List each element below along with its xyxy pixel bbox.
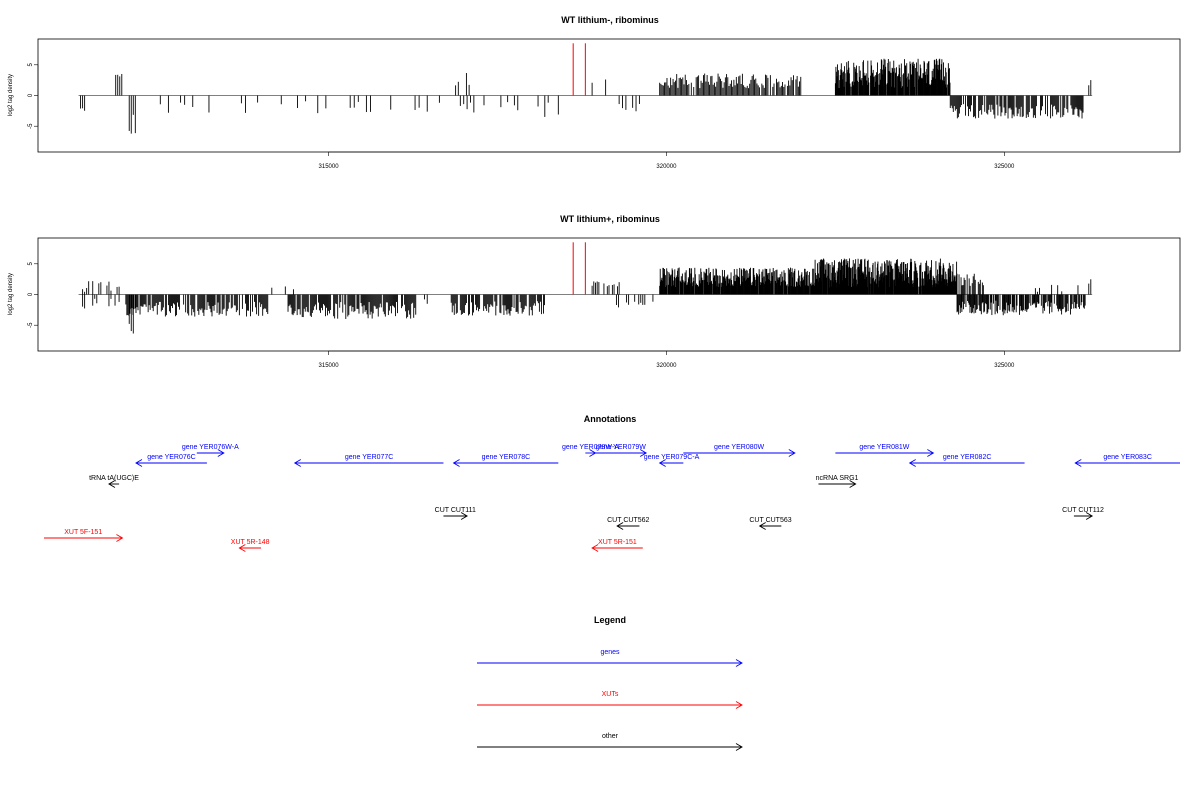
- y-tick-label: -5: [28, 322, 34, 328]
- legend-items: genes XUTs other: [477, 649, 743, 751]
- y-axis-label: log2 tag density: [8, 74, 14, 116]
- annotation-label: CUT CUT111: [435, 507, 476, 514]
- annotation-label: gene YER083C: [1103, 454, 1152, 461]
- annotation-arrow: [44, 534, 124, 542]
- annotation-arrow: [1073, 512, 1094, 520]
- annotation-label: gene YER076C: [147, 454, 196, 461]
- annotation-arrow: [452, 459, 559, 467]
- annotation-arrow: [108, 480, 120, 488]
- annotations-title: Annotations: [584, 414, 637, 424]
- annotation-label: gene YER077C: [345, 454, 394, 461]
- legend-label: genes: [600, 649, 620, 656]
- legend-label: other: [602, 733, 619, 740]
- bars-layer: [78, 242, 1093, 334]
- annotation-label: XUT 5R-148: [231, 539, 270, 546]
- x-tick-label: 325000: [994, 363, 1015, 369]
- annotation-label: CUT CUT563: [749, 517, 791, 524]
- annotation-label: gene YER078W-A: [562, 444, 619, 451]
- legend: Legend genes XUTs other: [477, 615, 743, 751]
- legend-title: Legend: [594, 615, 626, 625]
- annotation-arrow: [616, 522, 640, 530]
- annotation-arrow: [595, 449, 648, 457]
- legend-arrow: [477, 659, 743, 667]
- annotation-label: XUT 5F-151: [64, 529, 102, 536]
- legend-item-other: other: [477, 733, 743, 751]
- x-tick-label: 320000: [656, 363, 677, 369]
- axes-layer: -5 0 5 315000 320000 325000: [28, 62, 1015, 170]
- annotation-label: CUT CUT112: [1062, 507, 1104, 514]
- y-tick-label: 5: [28, 261, 34, 265]
- panel-title: WT lithium+, ribominus: [560, 214, 660, 224]
- x-tick-label: 315000: [319, 164, 340, 170]
- annotation-arrow: [238, 544, 261, 552]
- bars-layer: [78, 43, 1093, 134]
- x-tick-label: 320000: [656, 164, 677, 170]
- y-tick-label: 0: [28, 93, 34, 97]
- annotation-label: gene YER079W: [596, 444, 646, 451]
- annotation-label: gene YER082C: [943, 454, 992, 461]
- y-tick-label: 5: [28, 62, 34, 66]
- annotation-arrow: [908, 459, 1025, 467]
- track-panel-lithium-minus: WT lithium-, ribominus log2 tag density …: [8, 15, 1181, 170]
- annotation-label: gene YER076W-A: [182, 444, 239, 451]
- annotations-panel: Annotations gene YER076W-A gene YER076C tR…: [44, 414, 1180, 552]
- y-axis-label: log2 tag density: [8, 273, 14, 315]
- legend-arrow: [477, 701, 743, 709]
- annotation-arrow: [758, 522, 782, 530]
- annotation-arrow: [135, 459, 207, 467]
- panel-title: WT lithium-, ribominus: [561, 15, 659, 25]
- annotation-arrow: [658, 459, 684, 467]
- annotation-arrow: [835, 449, 935, 457]
- annotation-label: gene YER079C-A: [644, 454, 700, 461]
- annotation-label: CUT CUT562: [607, 517, 649, 524]
- legend-item-xuts: XUTs: [477, 691, 743, 709]
- annotation-label: gene YER081W: [859, 444, 909, 451]
- axes-layer: -5 0 5 315000 320000 325000: [28, 261, 1015, 369]
- annotation-label: gene YER080W: [714, 444, 764, 451]
- annotation-features: gene YER076W-A gene YER076C tRNA tA(UGC)E g…: [44, 444, 1180, 552]
- y-tick-label: -5: [28, 123, 34, 129]
- legend-item-genes: genes: [477, 649, 743, 667]
- annotation-label: ncRNA SRG1: [816, 475, 859, 482]
- y-tick-label: 0: [28, 292, 34, 296]
- annotation-arrow: [818, 480, 857, 488]
- annotation-arrow: [443, 512, 468, 520]
- annotation-label: XUT 5R-151: [598, 539, 637, 546]
- annotation-label: gene YER078C: [482, 454, 531, 461]
- x-tick-label: 325000: [994, 164, 1015, 170]
- annotation-arrow: [196, 449, 225, 457]
- annotation-arrow: [293, 459, 444, 467]
- annotation-arrow: [1074, 459, 1180, 467]
- x-tick-label: 315000: [319, 363, 340, 369]
- annotation-label: tRNA tA(UGC)E: [89, 475, 139, 482]
- annotation-arrow: [591, 544, 643, 552]
- track-panel-lithium-plus: WT lithium+, ribominus log2 tag density …: [8, 214, 1181, 369]
- legend-arrow: [477, 743, 743, 751]
- legend-label: XUTs: [602, 691, 619, 698]
- annotation-arrow: [683, 449, 796, 457]
